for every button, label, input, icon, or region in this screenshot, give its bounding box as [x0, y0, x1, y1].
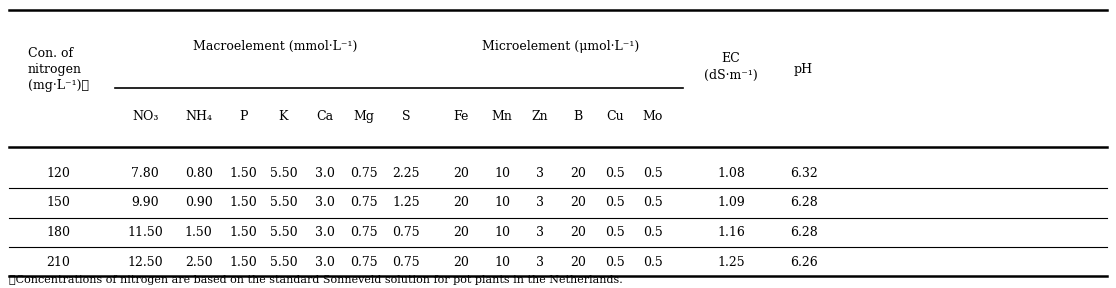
Text: 3: 3	[536, 196, 545, 209]
Text: 20: 20	[453, 167, 469, 180]
Text: 1.50: 1.50	[230, 167, 257, 180]
Text: 3.0: 3.0	[315, 226, 335, 239]
Text: 3: 3	[536, 255, 545, 269]
Text: 20: 20	[570, 167, 586, 180]
Text: 0.75: 0.75	[350, 196, 377, 209]
Text: 1.25: 1.25	[393, 196, 420, 209]
Text: 3.0: 3.0	[315, 167, 335, 180]
Text: Mo: Mo	[643, 110, 663, 123]
Text: 3: 3	[536, 167, 545, 180]
Text: 2.50: 2.50	[185, 255, 212, 269]
Text: ᶓConcentrations of nitrogen are based on the standard Sonneveld solution for pot: ᶓConcentrations of nitrogen are based on…	[9, 275, 623, 285]
Text: 0.75: 0.75	[393, 226, 420, 239]
Text: 0.75: 0.75	[350, 167, 377, 180]
Text: 5.50: 5.50	[270, 226, 297, 239]
Text: 1.25: 1.25	[718, 255, 744, 269]
Text: Mg: Mg	[354, 110, 374, 123]
Text: 1.50: 1.50	[230, 255, 257, 269]
Text: 3.0: 3.0	[315, 255, 335, 269]
Text: Fe: Fe	[453, 110, 469, 123]
Text: 2.25: 2.25	[393, 167, 420, 180]
Text: 20: 20	[570, 226, 586, 239]
Text: 1.09: 1.09	[718, 196, 744, 209]
Text: 20: 20	[453, 255, 469, 269]
Text: S: S	[402, 110, 411, 123]
Text: 10: 10	[494, 196, 510, 209]
Text: 180: 180	[46, 226, 70, 239]
Text: 20: 20	[570, 255, 586, 269]
Text: 0.5: 0.5	[605, 167, 625, 180]
Text: Macroelement (mmol·L⁻¹): Macroelement (mmol·L⁻¹)	[193, 39, 357, 53]
Text: P: P	[239, 110, 248, 123]
Text: 20: 20	[453, 226, 469, 239]
Text: 0.75: 0.75	[350, 255, 377, 269]
Text: 1.08: 1.08	[718, 167, 744, 180]
Text: 6.28: 6.28	[790, 196, 817, 209]
Text: NH₄: NH₄	[185, 110, 212, 123]
Text: 1.16: 1.16	[718, 226, 744, 239]
Text: NO₃: NO₃	[132, 110, 158, 123]
Text: 0.90: 0.90	[185, 196, 212, 209]
Text: 0.80: 0.80	[185, 167, 212, 180]
Text: 1.50: 1.50	[185, 226, 212, 239]
Text: 1.50: 1.50	[230, 226, 257, 239]
Text: 7.80: 7.80	[132, 167, 158, 180]
Text: 0.5: 0.5	[605, 196, 625, 209]
Text: 11.50: 11.50	[127, 226, 163, 239]
Text: 20: 20	[570, 196, 586, 209]
Text: 210: 210	[46, 255, 70, 269]
Text: 120: 120	[46, 167, 70, 180]
Text: 5.50: 5.50	[270, 196, 297, 209]
Text: 6.26: 6.26	[790, 255, 817, 269]
Text: Mn: Mn	[492, 110, 512, 123]
Text: pH: pH	[793, 63, 814, 76]
Text: 0.5: 0.5	[643, 255, 663, 269]
Text: Zn: Zn	[532, 110, 548, 123]
Text: 0.5: 0.5	[643, 196, 663, 209]
Text: 0.75: 0.75	[350, 226, 377, 239]
Text: 12.50: 12.50	[127, 255, 163, 269]
Text: 6.32: 6.32	[790, 167, 817, 180]
Text: Microelement (μmol·L⁻¹): Microelement (μmol·L⁻¹)	[482, 39, 639, 53]
Text: 0.5: 0.5	[605, 226, 625, 239]
Text: 1.50: 1.50	[230, 196, 257, 209]
Text: EC
(dS·m⁻¹): EC (dS·m⁻¹)	[704, 52, 758, 82]
Text: 3.0: 3.0	[315, 196, 335, 209]
Text: 0.75: 0.75	[393, 255, 420, 269]
Text: 0.5: 0.5	[605, 255, 625, 269]
Text: K: K	[279, 110, 288, 123]
Text: 3: 3	[536, 226, 545, 239]
Text: Con. of
nitrogen
(mg·L⁻¹)ᶓ: Con. of nitrogen (mg·L⁻¹)ᶓ	[28, 47, 88, 92]
Text: 5.50: 5.50	[270, 167, 297, 180]
Text: 10: 10	[494, 255, 510, 269]
Text: 6.28: 6.28	[790, 226, 817, 239]
Text: 0.5: 0.5	[643, 167, 663, 180]
Text: 9.90: 9.90	[132, 196, 158, 209]
Text: Cu: Cu	[606, 110, 624, 123]
Text: B: B	[574, 110, 583, 123]
Text: 0.5: 0.5	[643, 226, 663, 239]
Text: 10: 10	[494, 167, 510, 180]
Text: Ca: Ca	[316, 110, 334, 123]
Text: 5.50: 5.50	[270, 255, 297, 269]
Text: 150: 150	[46, 196, 70, 209]
Text: 20: 20	[453, 196, 469, 209]
Text: 10: 10	[494, 226, 510, 239]
